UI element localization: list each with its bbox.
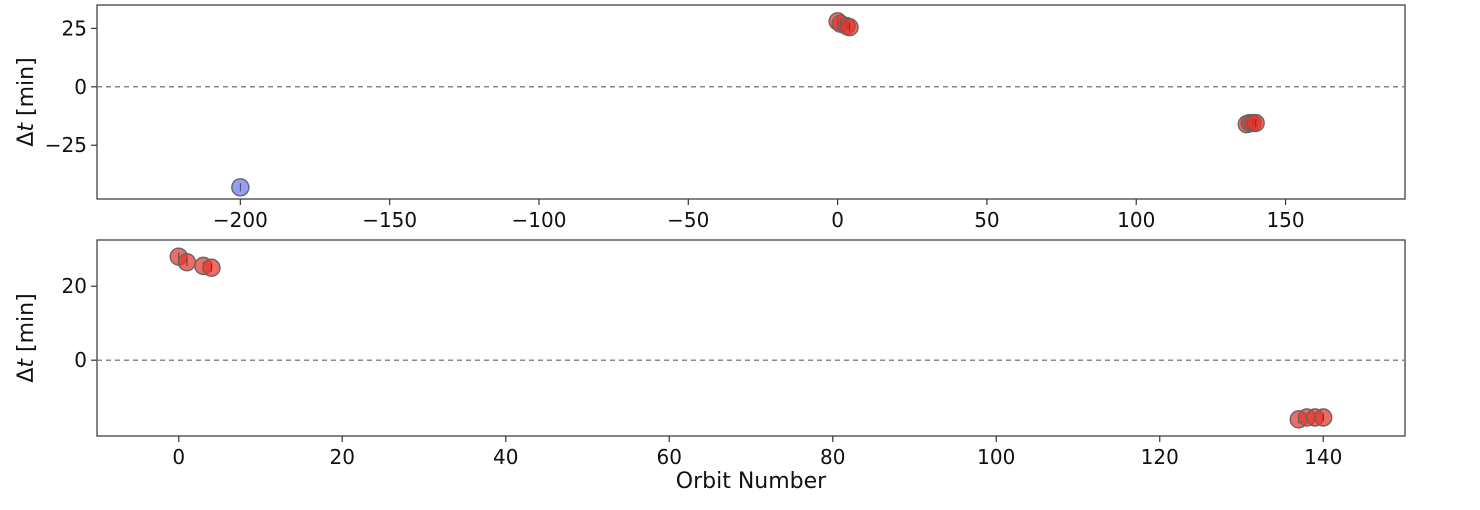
x-tick-label: 50 xyxy=(974,208,999,232)
x-axis-label: Orbit Number xyxy=(676,469,827,494)
x-tick-label: −50 xyxy=(667,208,709,232)
x-tick-label: 140 xyxy=(1304,445,1342,469)
x-tick-label: 100 xyxy=(1117,208,1155,232)
x-tick-label: −200 xyxy=(213,208,268,232)
x-tick-label: 0 xyxy=(831,208,844,232)
y-tick-label: 0 xyxy=(74,75,87,99)
x-tick-label: −100 xyxy=(512,208,567,232)
x-tick-label: 40 xyxy=(493,445,518,469)
y-tick-label: −25 xyxy=(45,133,87,157)
bottom-panel: 0 20 40 60 80 100 120 140 20 0 Δt [min] Orbit Numbe… xyxy=(14,239,1406,494)
x-tick-label: 100 xyxy=(977,445,1015,469)
y-axis-label: Δt [min] xyxy=(14,293,39,382)
x-tick-label: 60 xyxy=(657,445,682,469)
x-tick-label: 0 xyxy=(172,445,185,469)
x-tick-label: −150 xyxy=(362,208,417,232)
x-tick-label: 120 xyxy=(1141,445,1179,469)
y-tick-label: 0 xyxy=(74,348,87,372)
plot-frame xyxy=(96,4,1406,200)
y-tick-label: 25 xyxy=(62,16,87,40)
x-tick-label: 150 xyxy=(1266,208,1304,232)
y-tick-label: 20 xyxy=(62,274,87,298)
plot-frame xyxy=(96,239,1406,437)
x-tick-label: 80 xyxy=(820,445,845,469)
x-tick-label: 20 xyxy=(330,445,355,469)
y-axis-label: Δt [min] xyxy=(14,57,39,146)
